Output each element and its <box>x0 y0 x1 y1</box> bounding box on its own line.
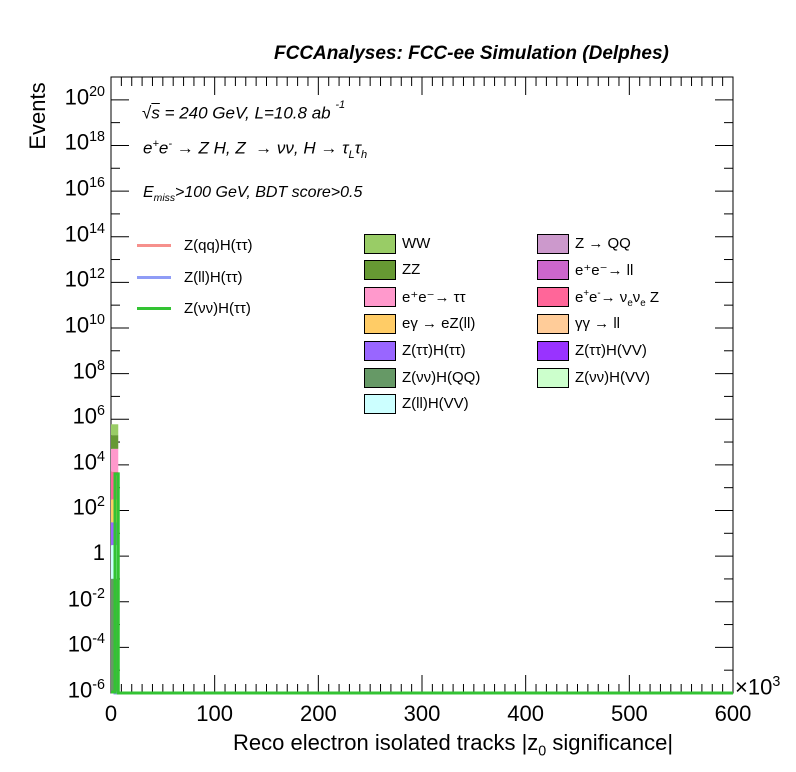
legend-label-znunu: Z(νν)H(ττ) <box>184 300 251 317</box>
x-tick-label: 600 <box>714 701 752 726</box>
y-tick-base: 10 <box>72 494 98 520</box>
y-tick-exponent: 20 <box>89 83 105 100</box>
y-tick-label: 10-2 <box>19 586 105 612</box>
legend-label-zqq: Z(qq)H(ττ) <box>184 237 253 254</box>
y-tick-label: 10-6 <box>19 677 105 703</box>
legend-label-zll: Z(ll)H(ττ) <box>184 269 243 286</box>
y-tick-label: 1014 <box>19 221 105 247</box>
legend-line-znunu <box>137 307 171 310</box>
legend-swatch-ww <box>364 234 396 254</box>
y-tick-base: 10 <box>67 677 93 703</box>
legend-swatch-zz <box>364 260 396 280</box>
legend-label-znunu-hqq: Z(νν)H(QQ) <box>402 369 481 386</box>
y-tick-exponent: -2 <box>92 585 105 602</box>
y-tick-label: 108 <box>19 358 105 384</box>
x-tick-label: 200 <box>299 701 337 726</box>
stack-segment <box>111 435 119 449</box>
y-tick-label: 1010 <box>19 312 105 338</box>
y-tick-label: 1020 <box>19 84 105 110</box>
legend-line-zqq <box>137 244 171 247</box>
y-tick-base: 10 <box>64 129 90 155</box>
legend-swatch-zll-hvv <box>364 394 396 414</box>
legend-swatch-gammagamma-ll <box>537 314 569 334</box>
y-tick-base: 10 <box>72 449 98 475</box>
legend-swatch-egamma <box>364 314 396 334</box>
y-tick-base: 10 <box>64 312 90 338</box>
legend-label-ee-tautau: e⁺e⁻→ ττ <box>402 289 466 306</box>
y-tick-label: 10-4 <box>19 631 105 657</box>
x-multiplier: ×103 <box>735 674 781 700</box>
legend-swatch-ztautau-hvv <box>537 341 569 361</box>
y-tick-base: 10 <box>72 403 98 429</box>
legend-swatch-ee-ll <box>537 260 569 280</box>
y-tick-exponent: 14 <box>89 220 105 237</box>
legend-label-ee-ll: e⁺e⁻→ ll <box>575 262 634 279</box>
legend-swatch-ee-tautau <box>364 287 396 307</box>
legend-label-gammagamma-ll: γγ → ll <box>575 315 620 332</box>
y-tick-label: 104 <box>19 449 105 475</box>
legend-label-zll-hvv: Z(ll)H(VV) <box>402 395 469 412</box>
x-tick-label: 500 <box>610 701 648 726</box>
y-tick-exponent: 10 <box>89 311 105 328</box>
legend-label-ztautau-htautau: Z(ττ)H(ττ) <box>402 342 466 359</box>
y-tick-exponent: 16 <box>89 175 105 192</box>
y-tick-exponent: 6 <box>97 403 105 420</box>
y-tick-base: 10 <box>64 84 90 110</box>
legend-label-ee-nunuz: e+e-→ νeνe Z <box>575 288 660 309</box>
y-tick-label: 1016 <box>19 175 105 201</box>
chart-title: FCCAnalyses: FCC-ee Simulation (Delphes) <box>274 43 669 64</box>
legend-swatch-znunu-hqq <box>364 368 396 388</box>
y-tick-exponent: 12 <box>89 266 105 283</box>
stack-segment <box>111 424 119 436</box>
x-tick-label: 400 <box>507 701 545 726</box>
legend-label-ztautau-hvv: Z(ττ)H(VV) <box>575 342 647 359</box>
y-tick-label: 106 <box>19 403 105 429</box>
y-tick-label: 1018 <box>19 129 105 155</box>
y-tick-base: 1 <box>92 540 105 566</box>
energy-annotation: √s = 240 GeV, L=10.8 ab -1 <box>142 99 346 123</box>
x-axis-label: Reco electron isolated tracks |z0 signif… <box>233 730 674 760</box>
legend-swatch-ztautau-htautau <box>364 341 396 361</box>
legend-line-zll <box>137 276 171 279</box>
y-tick-base: 10 <box>67 631 93 657</box>
y-tick-exponent: -4 <box>92 631 105 648</box>
y-tick-exponent: 18 <box>89 129 105 146</box>
y-tick-base: 10 <box>67 586 93 612</box>
y-tick-exponent: 8 <box>97 357 105 374</box>
legend-label-egamma: eγ → eZ(ll) <box>402 315 476 332</box>
y-tick-label: 1 <box>19 540 105 566</box>
y-tick-exponent: 4 <box>97 448 105 465</box>
x-tick-label: 0 <box>104 701 118 726</box>
legend-label-znunu-hvv: Z(νν)H(VV) <box>575 369 650 386</box>
y-tick-label: 1012 <box>19 266 105 292</box>
legend-label-zz: ZZ <box>402 261 421 278</box>
stack-segment <box>111 448 119 472</box>
y-tick-base: 10 <box>64 266 90 292</box>
cuts-annotation: Emiss>100 GeV, BDT score>0.5 <box>143 184 363 205</box>
signal-line <box>111 472 733 695</box>
legend-label-ww: WW <box>402 235 431 252</box>
y-tick-exponent: 2 <box>97 494 105 511</box>
y-tick-base: 10 <box>72 357 98 383</box>
legend-swatch-z-qq <box>537 234 569 254</box>
legend-label-z-qq: Z → QQ <box>575 235 631 252</box>
legend-swatch-znunu-hvv <box>537 368 569 388</box>
y-tick-label: 102 <box>19 494 105 520</box>
y-tick-base: 10 <box>64 221 90 247</box>
y-tick-base: 10 <box>64 175 90 201</box>
x-tick-label: 300 <box>403 701 441 726</box>
process-annotation: e+e- → Z H, Z → νν, H → τLτh <box>143 138 368 162</box>
y-tick-exponent: -6 <box>92 677 105 693</box>
x-tick-label: 100 <box>196 701 234 726</box>
legend-swatch-ee-nunuz <box>537 287 569 307</box>
